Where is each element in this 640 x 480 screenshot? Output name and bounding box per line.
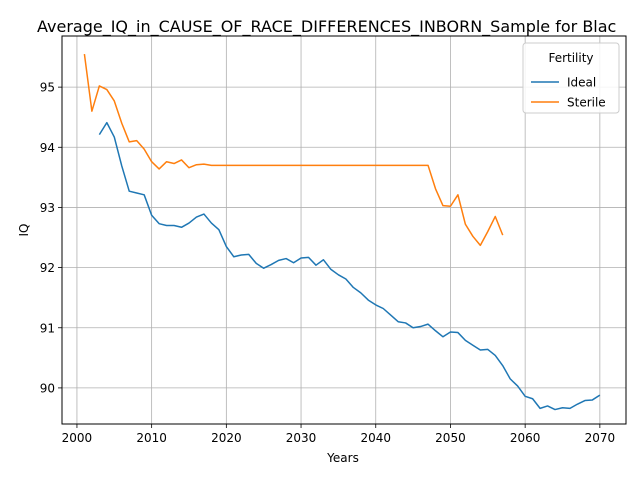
legend-title: Fertility bbox=[548, 51, 593, 65]
x-axis-label: Years bbox=[326, 451, 359, 465]
series-line-ideal bbox=[98, 121, 601, 411]
legend-label-sterile: Sterile bbox=[567, 96, 606, 110]
y-tick-label: 90 bbox=[40, 381, 55, 395]
chart-title: Average_IQ_in_CAUSE_OF_RACE_DIFFERENCES_… bbox=[37, 17, 616, 37]
series-line-sterile bbox=[83, 53, 504, 247]
y-tick-label: 95 bbox=[40, 81, 55, 95]
x-axis-ticks: 2000 2010 2020 2030 2040 2050 2060 2070 bbox=[62, 424, 615, 445]
x-tick-label: 2070 bbox=[585, 431, 616, 445]
y-tick-label: 91 bbox=[40, 321, 55, 335]
y-tick-label: 93 bbox=[40, 201, 55, 215]
legend-label-ideal: Ideal bbox=[567, 76, 596, 90]
series-lines bbox=[83, 53, 601, 411]
y-tick-label: 92 bbox=[40, 261, 55, 275]
plot-frame bbox=[61, 35, 627, 425]
legend: Fertility Ideal Sterile bbox=[522, 42, 620, 114]
x-tick-label: 2050 bbox=[435, 431, 466, 445]
x-tick-label: 2030 bbox=[286, 431, 317, 445]
x-tick-label: 2020 bbox=[211, 431, 242, 445]
x-tick-label: 2000 bbox=[62, 431, 93, 445]
y-axis-ticks: 90 91 92 93 94 95 bbox=[40, 81, 62, 395]
x-tick-label: 2010 bbox=[136, 431, 167, 445]
legend-box bbox=[522, 42, 620, 114]
x-tick-label: 2060 bbox=[510, 431, 541, 445]
x-tick-label: 2040 bbox=[360, 431, 391, 445]
y-axis-label: IQ bbox=[17, 224, 31, 237]
y-tick-label: 94 bbox=[40, 141, 55, 155]
